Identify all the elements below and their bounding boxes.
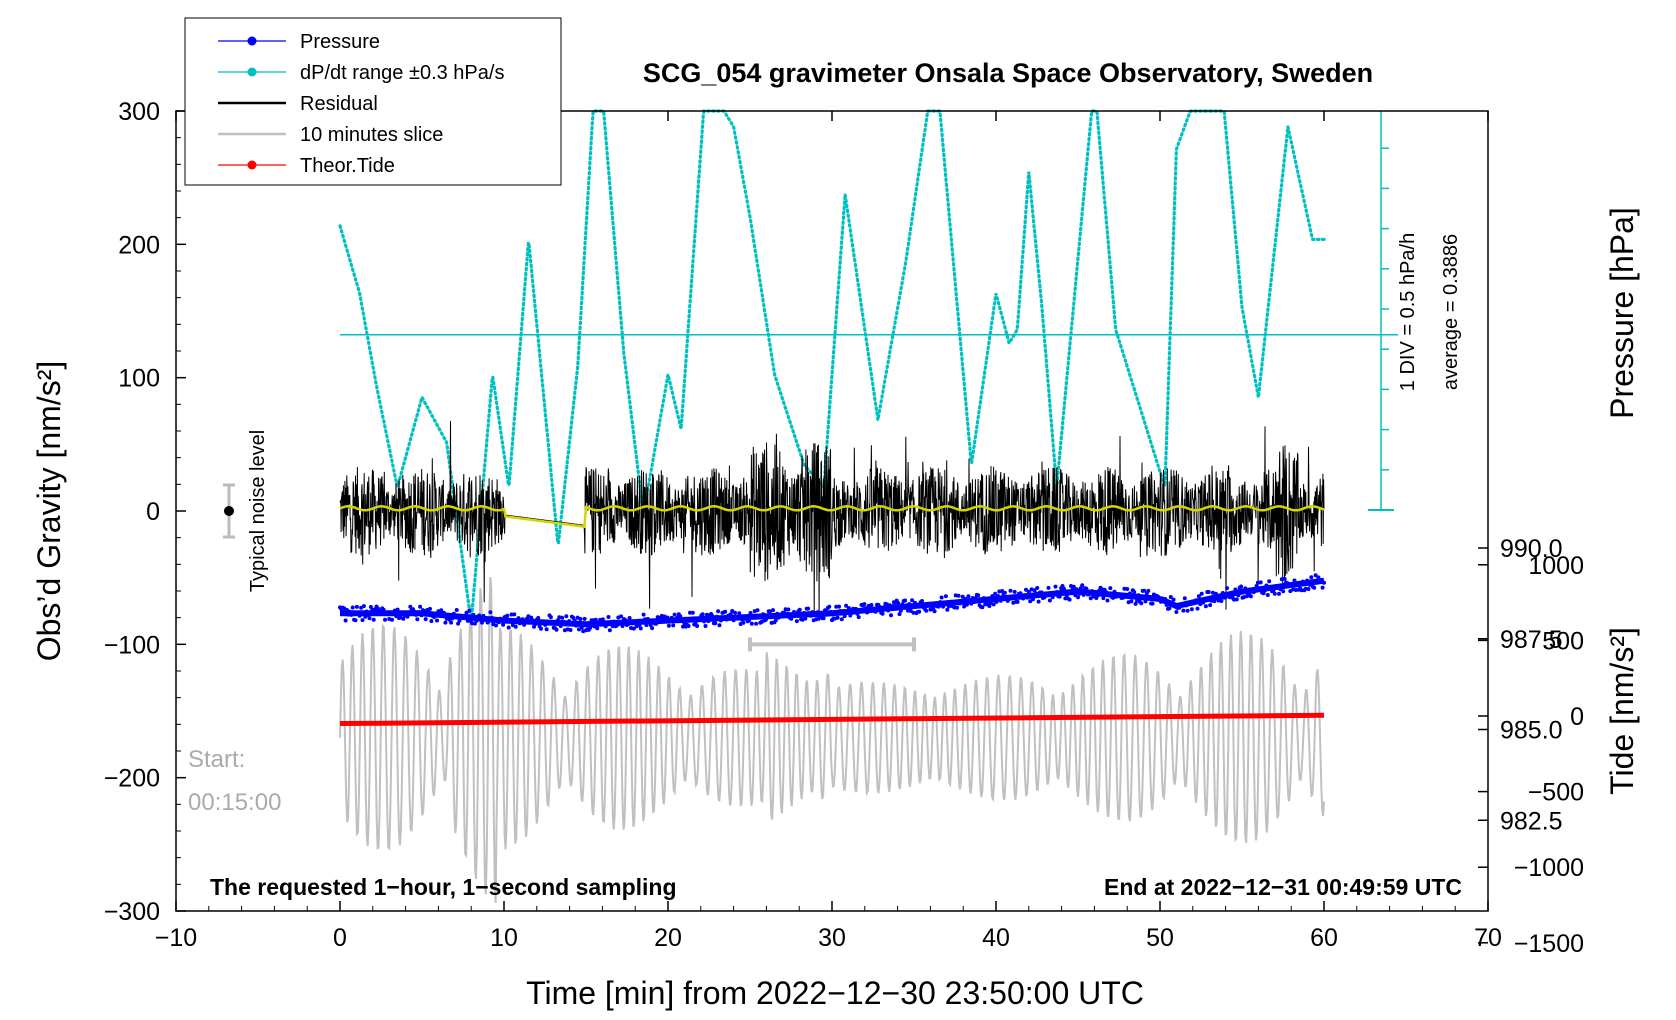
legend-marker bbox=[247, 36, 257, 46]
y-tick-label-left: 100 bbox=[118, 365, 160, 393]
y-axis-label-pressure: Pressure [hPa] bbox=[1604, 207, 1640, 419]
legend-marker bbox=[247, 67, 257, 77]
pressure-line bbox=[340, 577, 1325, 628]
y-tick-label-left: −200 bbox=[104, 765, 160, 793]
pressure-tick-label: 987.5 bbox=[1500, 626, 1563, 654]
legend-label: Pressure bbox=[300, 31, 380, 53]
pressure-series bbox=[338, 573, 1327, 634]
x-tick-label: 60 bbox=[1310, 924, 1338, 952]
end-time-note: End at 2022−12−31 00:49:59 UTC bbox=[1104, 874, 1462, 900]
dpdt-scale-annotation: 1 DIV = 0.5 hPa/h bbox=[1397, 233, 1419, 391]
noise-level-dot bbox=[224, 506, 234, 516]
legend-marker bbox=[247, 160, 257, 170]
x-tick-label: 40 bbox=[982, 924, 1010, 952]
tide-tick-label: 0 bbox=[1570, 703, 1584, 731]
pressure-tick-label: 990.0 bbox=[1500, 535, 1563, 563]
residual-series bbox=[339, 420, 1325, 622]
noise-level-label: Typical noise level bbox=[247, 430, 269, 592]
y-tick-label-left: −300 bbox=[104, 898, 160, 926]
tide-line bbox=[339, 712, 1325, 727]
dpdt-series bbox=[338, 109, 1398, 624]
residual-line bbox=[339, 420, 1325, 622]
residual-smoothed-line bbox=[339, 505, 1325, 529]
start-label: Start: bbox=[188, 746, 245, 773]
legend-label: Theor.Tide bbox=[300, 155, 395, 177]
tide-tick-label: 500 bbox=[1542, 627, 1584, 655]
slice-line bbox=[339, 577, 1325, 904]
sampling-note: The requested 1−hour, 1−second sampling bbox=[210, 874, 677, 900]
legend-label: 10 minutes slice bbox=[300, 124, 443, 146]
x-tick-label: −10 bbox=[155, 924, 197, 952]
dpdt-average-annotation: average = 0.3886 bbox=[1440, 234, 1462, 390]
tide-tick-label: 1000 bbox=[1528, 552, 1584, 580]
legend-label: Residual bbox=[300, 93, 378, 115]
pressure-tick-label: 985.0 bbox=[1500, 717, 1563, 745]
y-tick-label-left: −100 bbox=[104, 631, 160, 659]
chart-title: SCG_054 gravimeter Onsala Space Observat… bbox=[643, 58, 1373, 88]
x-tick-label: 30 bbox=[818, 924, 846, 952]
y-axis-label-left: Obs’d Gravity [nm/s²] bbox=[31, 361, 67, 662]
legend: Pressure dP/dt range ±0.3 hPa/s Residual 10… bbox=[218, 31, 504, 177]
legend-label: dP/dt range ±0.3 hPa/s bbox=[300, 62, 504, 84]
x-tick-label: 10 bbox=[490, 924, 518, 952]
slice-series bbox=[339, 577, 1325, 904]
x-tick-label: 0 bbox=[333, 924, 347, 952]
axes: −10 0 10 20 30 40 50 60 70−300−200−1000100200300… bbox=[104, 98, 1584, 958]
tide-tick-label: −500 bbox=[1528, 779, 1584, 807]
x-tick-label: 70 bbox=[1474, 924, 1502, 952]
tide-series bbox=[339, 712, 1325, 727]
y-axis-label-tide: Tide [nm/s²] bbox=[1604, 627, 1640, 795]
start-time: 00:15:00 bbox=[188, 789, 281, 816]
pressure-tick-label: 982.5 bbox=[1500, 807, 1563, 835]
y-tick-label-left: 200 bbox=[118, 231, 160, 259]
y-tick-label-left: 300 bbox=[118, 98, 160, 126]
x-tick-label: 50 bbox=[1146, 924, 1174, 952]
tide-tick-label: −1000 bbox=[1514, 854, 1584, 882]
x-tick-label: 20 bbox=[654, 924, 682, 952]
dpdt-line bbox=[338, 109, 1326, 624]
legend-box bbox=[184, 17, 562, 186]
tide-tick-label: −1500 bbox=[1514, 930, 1584, 958]
x-axis-label: Time [min] from 2022−12−30 23:50:00 UTC bbox=[526, 975, 1144, 1011]
y-tick-label-left: 0 bbox=[146, 498, 160, 526]
